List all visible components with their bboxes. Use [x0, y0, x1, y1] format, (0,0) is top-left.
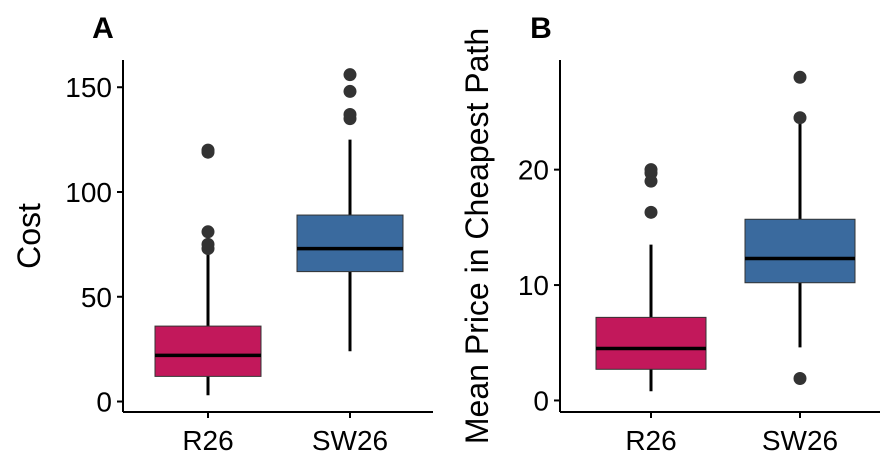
y-tick-label: 50: [81, 282, 112, 313]
x-tick-label: R26: [625, 425, 676, 456]
outlier-point: [201, 237, 215, 251]
box-r26: [595, 163, 707, 392]
panel-label: B: [530, 12, 552, 45]
y-tick-label: 10: [518, 270, 549, 301]
y-tick-label: 20: [518, 155, 549, 186]
iqr-box: [595, 316, 707, 370]
outlier-point: [201, 225, 215, 239]
outlier-point: [793, 372, 807, 386]
panel-a: A Cost 0 50 100 150 R26 SW26: [11, 12, 433, 456]
outlier-point: [343, 68, 357, 82]
y-axis-title: Mean Price in Cheapest Path: [459, 28, 495, 444]
outlier-point: [343, 107, 357, 121]
y-tick-label: 0: [96, 387, 112, 418]
y-tick-label: 150: [65, 72, 112, 103]
y-axis-title: Cost: [11, 203, 47, 269]
panel-label: A: [92, 12, 114, 45]
x-tick-label: R26: [182, 425, 233, 456]
iqr-box: [744, 218, 856, 284]
box-sw26: [744, 70, 856, 386]
panel-b: B Mean Price in Cheapest Path 0 10 20 R26 SW26: [459, 12, 880, 456]
outlier-point: [644, 163, 658, 177]
iqr-box: [154, 325, 262, 377]
outlier-point: [644, 205, 658, 219]
box-r26: [154, 143, 262, 396]
x-tick-label: SW26: [762, 425, 838, 456]
outlier-point: [343, 84, 357, 98]
outlier-point: [793, 111, 807, 125]
outlier-point: [793, 70, 807, 84]
x-tick-label: SW26: [312, 425, 388, 456]
box-sw26: [296, 68, 404, 352]
y-tick-label: 0: [533, 385, 549, 416]
outlier-point: [201, 143, 215, 157]
iqr-box: [296, 214, 404, 273]
y-tick-label: 100: [65, 177, 112, 208]
